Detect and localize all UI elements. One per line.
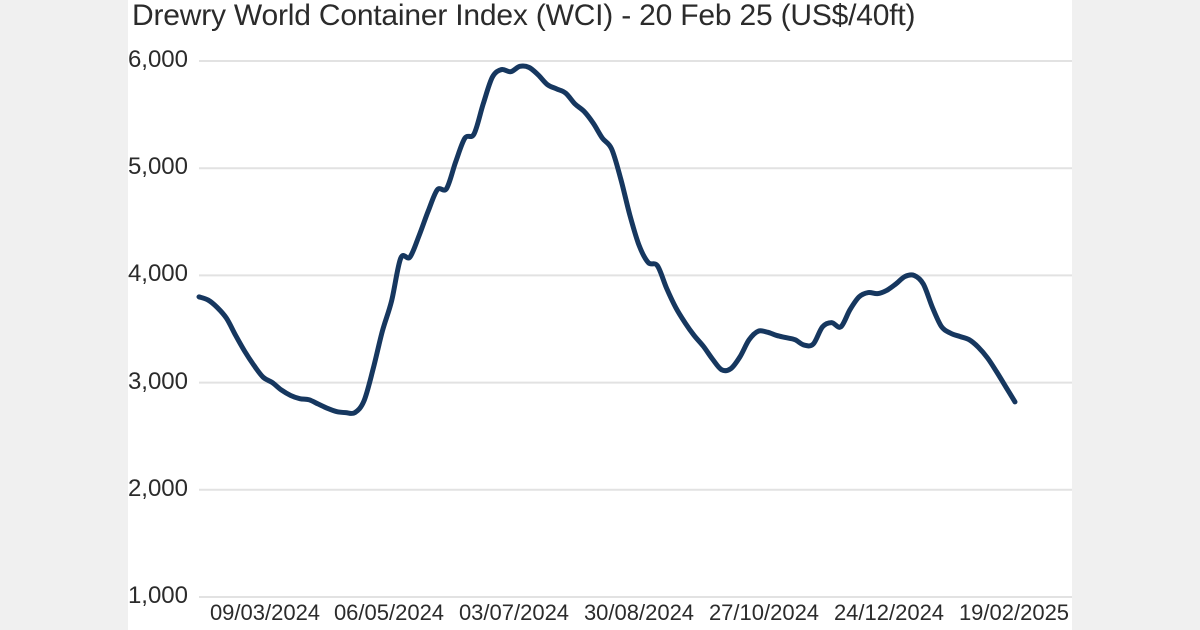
y-axis-tick-label: 5,000 xyxy=(127,153,188,181)
x-axis-tick-label: 09/03/2024 xyxy=(209,600,321,625)
x-axis-tick-label: 24/12/2024 xyxy=(833,600,945,625)
y-axis-tick-label: 4,000 xyxy=(127,260,188,288)
x-axis-tick-label: 30/08/2024 xyxy=(583,600,695,625)
x-axis-tick-label: 03/07/2024 xyxy=(458,600,570,625)
y-axis-tick-label: 6,000 xyxy=(127,46,188,73)
chart-panel xyxy=(128,0,1072,630)
x-axis-tick-label: 27/10/2024 xyxy=(708,600,820,625)
y-axis-tick-label: 2,000 xyxy=(127,474,188,502)
page-title: Drewry World Container Index (WCI) - 20 … xyxy=(132,0,916,32)
gridlines xyxy=(199,60,1072,598)
x-axis-tick-label: 06/05/2024 xyxy=(333,600,445,625)
x-axis-tick-label: 19/02/2025 xyxy=(958,600,1070,625)
series-line-wci xyxy=(196,63,1018,417)
y-axis-tick-label: 3,000 xyxy=(127,367,188,395)
y-axis-tick-label: 1,000 xyxy=(127,582,188,609)
